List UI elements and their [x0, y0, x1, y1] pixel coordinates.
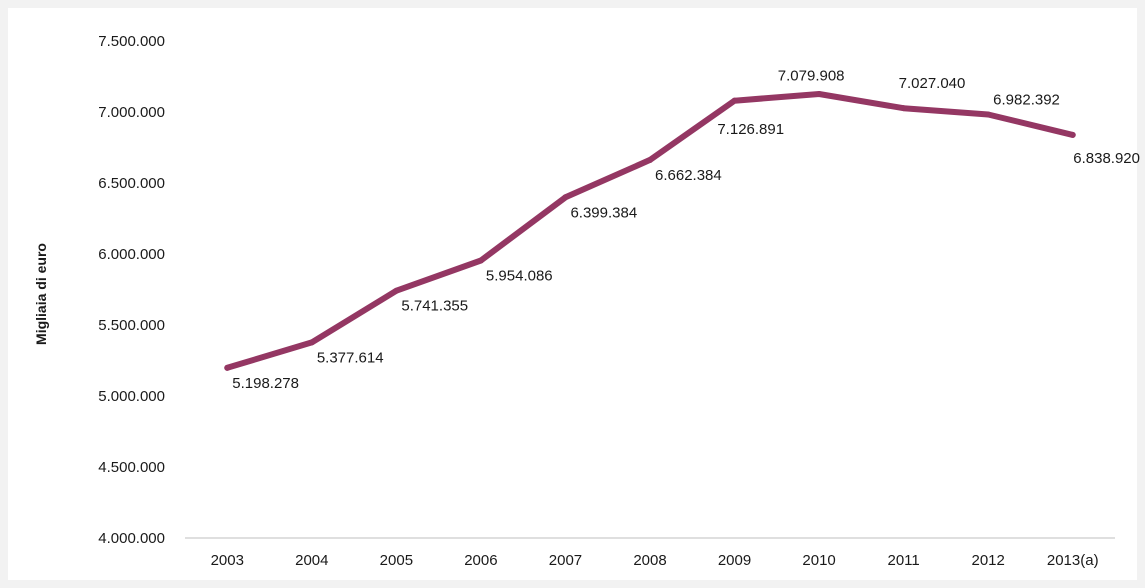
data-label: 6.399.384: [570, 204, 637, 221]
x-tick-label: 2011: [888, 552, 920, 569]
y-tick-label: 7.500.000: [98, 33, 165, 50]
data-label: 5.954.086: [486, 268, 553, 285]
data-label: 7.079.908: [778, 68, 845, 85]
x-tick-label: 2013(a): [1047, 552, 1099, 569]
series-line: [224, 91, 1076, 371]
y-tick-label: 5.500.000: [98, 317, 165, 334]
x-tick-label: 2004: [295, 552, 328, 569]
data-point: [477, 257, 484, 264]
x-tick-label: 2005: [380, 552, 413, 569]
x-tick-label: 2010: [802, 552, 835, 569]
data-label: 6.982.392: [993, 92, 1060, 109]
y-ticks: 4.000.000 4.500.000 5.000.000 5.500.000 6.00…: [98, 33, 165, 547]
y-tick-label: 4.500.000: [98, 459, 165, 476]
data-point: [647, 156, 653, 163]
data-point: [308, 339, 315, 346]
y-tick-label: 7.000.000: [98, 104, 165, 121]
data-point: [985, 111, 992, 118]
x-tick-label: 2003: [211, 552, 244, 569]
data-point: [731, 97, 738, 104]
data-point: [816, 90, 823, 97]
data-label: 5.198.278: [232, 375, 299, 392]
y-tick-label: 6.000.000: [98, 246, 165, 263]
data-label: 5.741.355: [401, 298, 468, 315]
data-point: [562, 194, 569, 201]
data-point: [393, 287, 400, 294]
y-axis-label: Migliaia di euro: [33, 243, 49, 345]
data-point: [1069, 131, 1076, 138]
y-tick-label: 4.000.000: [98, 530, 165, 547]
data-point: [224, 364, 231, 371]
data-point: [900, 105, 907, 112]
y-tick-label: 5.000.000: [98, 388, 165, 405]
x-tick-label: 2006: [464, 552, 497, 569]
x-tick-label: 2007: [549, 552, 582, 569]
series-group: [224, 90, 1076, 371]
data-labels: 5.198.278 5.377.614 5.741.355 5.954.086 6.39…: [232, 68, 1140, 392]
data-label: 6.662.384: [655, 167, 722, 184]
x-tick-label: 2008: [633, 552, 666, 569]
x-tick-label: 2009: [718, 552, 751, 569]
x-ticks: 2003 2004 2005 2006 2007 2008 2009 2010 2011 2012…: [211, 552, 1099, 569]
data-label: 7.027.040: [899, 75, 966, 92]
x-tick-label: 2012: [971, 552, 1004, 569]
data-label: 5.377.614: [317, 349, 384, 366]
data-label: 7.126.891: [717, 121, 784, 138]
data-label: 6.838.920: [1073, 150, 1140, 167]
chart-frame: [8, 8, 1137, 580]
y-tick-label: 6.500.000: [98, 175, 165, 192]
